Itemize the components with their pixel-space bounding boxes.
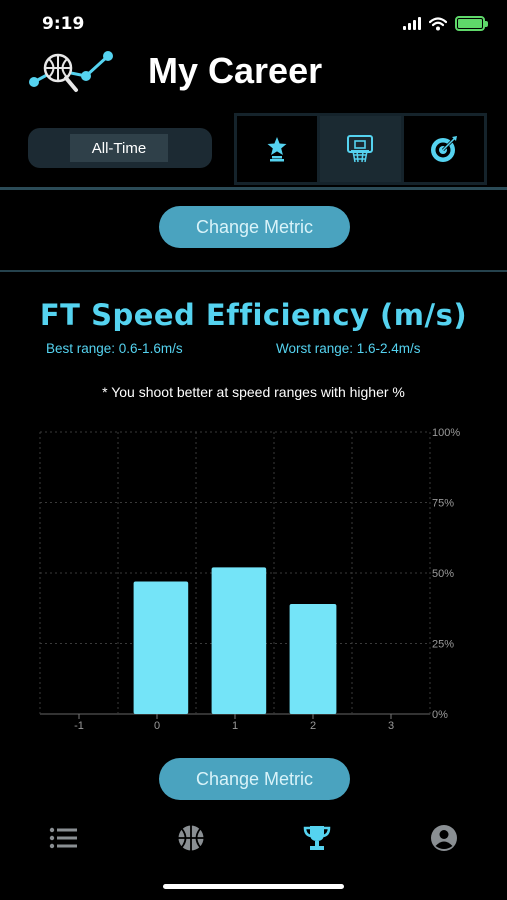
trophy-star-icon <box>267 137 287 162</box>
divider <box>0 270 507 272</box>
efficiency-bar-chart: 0% 25% 50% 75% 100% -1 0 1 2 3 <box>39 427 460 732</box>
chart-bar <box>211 567 267 714</box>
change-metric-button[interactable]: Change Metric <box>159 206 350 248</box>
chart-bar <box>133 581 189 714</box>
home-indicator[interactable] <box>163 884 344 889</box>
bottom-nav <box>0 815 507 859</box>
y-tick-label: 50% <box>432 568 454 580</box>
tab-trophy-star[interactable] <box>237 116 318 182</box>
metric-tabs <box>234 113 487 185</box>
basketball-hoop-icon <box>347 135 374 163</box>
profile-icon <box>431 825 457 851</box>
x-tick-label: -1 <box>74 720 84 732</box>
best-range-label: Best range: 0.6-1.6m/s <box>46 341 183 356</box>
app-logo-icon <box>29 51 113 92</box>
x-tick-label: 2 <box>310 720 316 732</box>
battery-icon <box>455 16 488 31</box>
change-metric-button-bottom[interactable]: Change Metric <box>159 758 350 800</box>
cellular-signal-icon <box>403 17 421 30</box>
nav-basketball[interactable] <box>174 821 208 855</box>
y-tick-label: 75% <box>432 498 454 510</box>
wifi-icon <box>429 16 447 30</box>
period-all-time[interactable]: All-Time <box>70 134 168 162</box>
nav-list[interactable] <box>47 821 81 855</box>
chart-note: * You shoot better at speed ranges with … <box>102 384 405 400</box>
y-tick-label: 0% <box>432 709 448 721</box>
x-tick-label: 0 <box>154 720 160 732</box>
chart-title: FT Speed Efficiency (m/s) <box>39 298 468 332</box>
x-tick-label: 3 <box>388 720 394 732</box>
divider <box>0 187 507 190</box>
chart-bar <box>289 604 337 714</box>
trophy-icon <box>303 826 331 850</box>
target-icon <box>430 135 457 162</box>
period-selector[interactable]: All-Time <box>28 128 212 168</box>
nav-profile[interactable] <box>427 821 461 855</box>
list-icon <box>49 827 77 849</box>
basketball-icon <box>178 825 204 851</box>
y-tick-label: 25% <box>432 639 454 651</box>
page-title: My Career <box>148 50 323 91</box>
y-tick-label: 100% <box>432 427 460 439</box>
tab-target[interactable] <box>403 116 484 182</box>
x-tick-label: 1 <box>232 720 238 732</box>
status-time: 9:19 <box>42 14 85 34</box>
tab-hoop[interactable] <box>320 116 401 182</box>
worst-range-label: Worst range: 1.6-2.4m/s <box>276 341 421 356</box>
nav-trophy[interactable] <box>300 821 334 855</box>
status-bar: 9:19 <box>0 0 507 48</box>
status-icons <box>403 16 488 31</box>
